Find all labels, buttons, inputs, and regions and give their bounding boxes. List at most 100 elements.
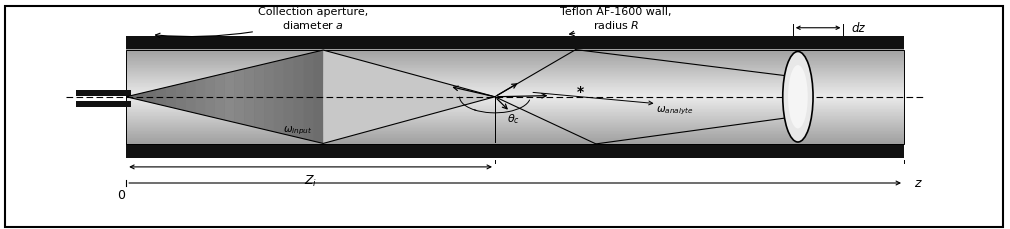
Bar xyxy=(126,93,904,94)
Bar xyxy=(126,58,904,59)
Bar xyxy=(126,100,904,101)
Bar xyxy=(126,115,904,116)
Polygon shape xyxy=(215,74,224,120)
Bar xyxy=(126,51,904,52)
Bar xyxy=(126,88,904,89)
Bar xyxy=(126,98,904,99)
Bar xyxy=(126,121,904,122)
Bar xyxy=(126,99,904,101)
Bar xyxy=(126,110,904,112)
Bar xyxy=(126,55,904,56)
Bar xyxy=(126,60,904,61)
Bar xyxy=(126,66,904,67)
Polygon shape xyxy=(244,67,255,128)
Bar xyxy=(126,56,904,57)
Polygon shape xyxy=(274,60,284,134)
Text: $\theta_c$: $\theta_c$ xyxy=(507,112,520,126)
Bar xyxy=(126,91,904,92)
Bar xyxy=(126,54,904,55)
Bar xyxy=(126,125,904,126)
Bar xyxy=(126,82,904,83)
Polygon shape xyxy=(303,53,313,142)
Bar xyxy=(126,128,904,129)
Bar xyxy=(126,74,904,75)
Text: $Z_i$: $Z_i$ xyxy=(304,173,317,188)
Polygon shape xyxy=(255,65,265,130)
Bar xyxy=(126,52,904,53)
Bar xyxy=(126,79,904,80)
Polygon shape xyxy=(186,81,195,114)
Bar xyxy=(126,120,904,121)
Bar xyxy=(126,63,904,64)
Bar xyxy=(126,65,904,66)
Bar xyxy=(126,108,904,109)
Bar xyxy=(126,99,904,100)
Bar xyxy=(126,57,904,58)
Bar xyxy=(126,95,904,96)
Bar xyxy=(126,106,904,107)
Polygon shape xyxy=(264,63,274,132)
Bar xyxy=(126,53,904,54)
Bar xyxy=(126,89,904,90)
Bar xyxy=(126,116,904,117)
Bar xyxy=(126,37,904,50)
Polygon shape xyxy=(294,55,303,139)
Polygon shape xyxy=(146,90,156,104)
Bar xyxy=(126,78,904,79)
Bar xyxy=(126,59,904,60)
Polygon shape xyxy=(156,88,166,107)
Bar xyxy=(126,111,904,112)
Text: 0: 0 xyxy=(117,188,125,201)
Bar xyxy=(126,143,904,144)
Bar xyxy=(126,64,904,65)
Polygon shape xyxy=(323,51,495,144)
Bar xyxy=(126,92,904,93)
Bar xyxy=(126,77,904,78)
Bar xyxy=(126,50,904,144)
Text: *: * xyxy=(577,85,585,98)
Polygon shape xyxy=(234,69,244,125)
Polygon shape xyxy=(224,72,234,123)
Bar xyxy=(126,112,904,113)
Bar xyxy=(126,117,904,118)
Bar xyxy=(126,52,904,54)
Bar xyxy=(126,87,904,88)
Bar xyxy=(126,69,904,70)
Bar xyxy=(126,83,904,84)
Bar xyxy=(126,86,904,87)
Bar xyxy=(126,78,904,79)
Text: $\omega_{input}$: $\omega_{input}$ xyxy=(283,124,312,136)
Bar xyxy=(126,85,904,86)
Bar xyxy=(126,129,904,130)
Bar xyxy=(126,117,904,118)
Bar xyxy=(126,114,904,115)
Bar xyxy=(76,91,131,97)
Bar xyxy=(126,120,904,122)
Bar xyxy=(126,128,904,129)
Bar xyxy=(126,136,904,137)
Bar xyxy=(126,75,904,76)
Polygon shape xyxy=(176,83,186,111)
Bar xyxy=(126,132,904,133)
Bar xyxy=(126,101,904,102)
Bar xyxy=(126,105,904,106)
Bar xyxy=(126,63,904,64)
Polygon shape xyxy=(126,51,323,144)
Bar xyxy=(126,122,904,123)
Ellipse shape xyxy=(783,52,813,142)
Bar xyxy=(126,118,904,119)
Bar xyxy=(126,97,904,98)
Bar xyxy=(126,102,904,103)
Bar xyxy=(126,76,904,77)
Bar xyxy=(126,135,904,136)
Text: Collection aperture,
diameter $a$: Collection aperture, diameter $a$ xyxy=(156,7,369,38)
Bar xyxy=(126,68,904,69)
Bar xyxy=(76,101,131,107)
Text: dz: dz xyxy=(851,22,865,35)
Bar xyxy=(126,74,904,75)
Bar xyxy=(126,110,904,111)
Bar xyxy=(126,103,904,104)
Polygon shape xyxy=(166,86,176,109)
Bar xyxy=(126,131,904,132)
Bar xyxy=(126,141,904,142)
